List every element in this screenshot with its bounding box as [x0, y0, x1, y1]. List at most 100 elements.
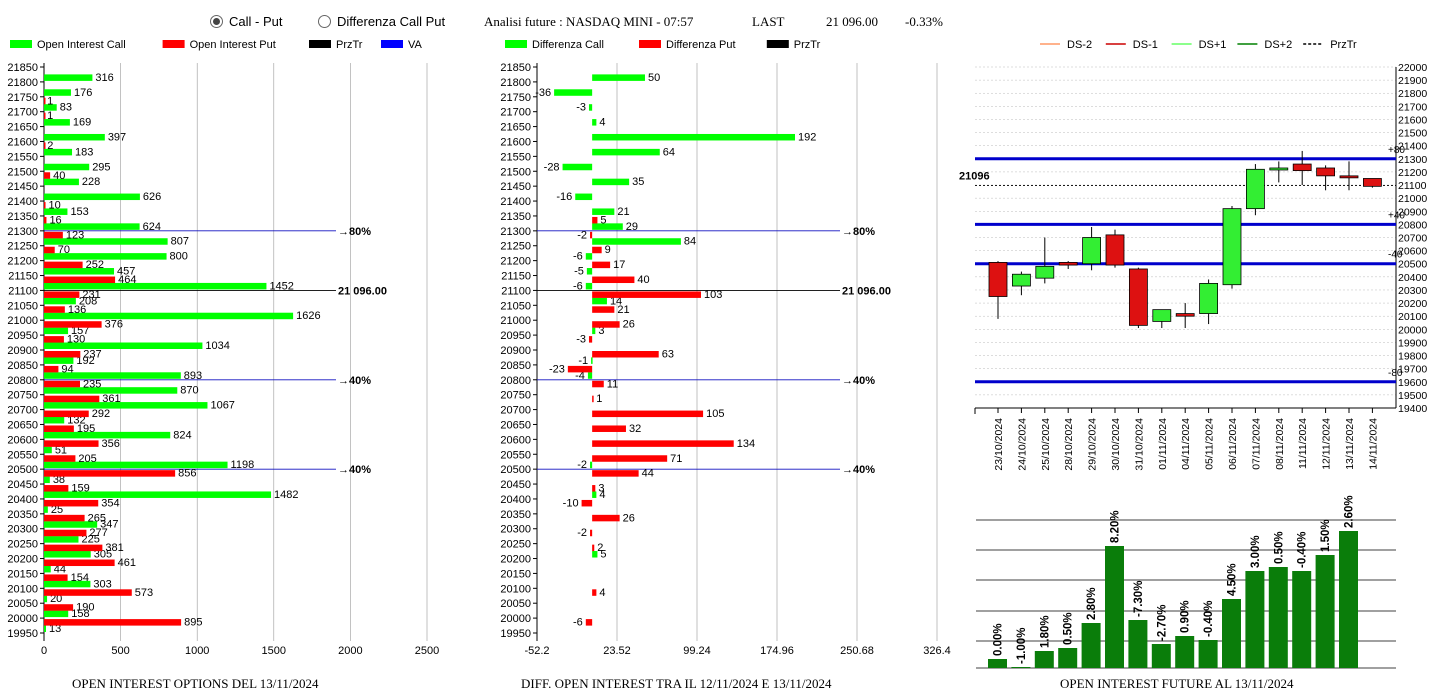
diff-bar — [588, 104, 593, 111]
oi-bar — [44, 589, 132, 596]
pct-data-label: -0.40% — [1297, 532, 1309, 568]
diff-bar — [567, 365, 593, 373]
pct-bar — [1058, 648, 1078, 668]
diff-y-tick-label: 20800 — [500, 375, 531, 387]
legend-swatch — [309, 40, 331, 48]
oi-y-tick-label: 20000 — [7, 613, 38, 625]
radio-unselected-icon[interactable] — [318, 15, 331, 28]
pct-bar — [1105, 546, 1124, 668]
diff-y-tick-label: 20250 — [500, 539, 531, 551]
diff-data-label: -2 — [577, 459, 587, 471]
oi-bar — [44, 342, 203, 349]
pct-data-label: 8.20% — [1110, 510, 1122, 543]
oi-bar — [44, 178, 79, 186]
oi-bar — [44, 357, 74, 364]
diff-data-label: 5 — [600, 214, 606, 226]
top-bar: Call - Put Differenza Call Put Analisi f… — [0, 0, 1432, 34]
pct-bar — [1128, 620, 1148, 668]
oi-bar — [44, 336, 64, 343]
oi-data-label: 237 — [83, 349, 101, 361]
oi-bar — [44, 321, 102, 328]
diff-y-tick-label: 21650 — [500, 122, 531, 134]
oi-bar — [44, 297, 76, 305]
diff-y-tick-label: 20000 — [500, 613, 531, 625]
oi-data-label: 176 — [74, 87, 92, 99]
oi-bar — [44, 455, 76, 462]
oi-x-tick-label: 500 — [111, 645, 129, 657]
legend-label: DS+1 — [1199, 39, 1227, 51]
legend-label: VA — [408, 39, 423, 51]
radio-selected-icon[interactable] — [210, 15, 223, 28]
oi-data-label: 231 — [82, 289, 100, 301]
oi-bar — [44, 202, 46, 209]
pct-data-label: -0.40% — [1203, 601, 1215, 637]
diff-bar — [592, 119, 597, 126]
candle-y-tick-label: 21900 — [1398, 75, 1427, 87]
oi-data-label: 154 — [71, 572, 89, 584]
radio-call-put[interactable]: Call - Put — [210, 14, 282, 29]
candle-body — [1058, 262, 1078, 266]
oi-bar — [44, 470, 176, 477]
oi-y-tick-label: 21650 — [7, 122, 38, 134]
diff-data-label: -6 — [573, 280, 583, 292]
oi-data-label: 824 — [173, 429, 191, 441]
candle-y-tick-label: 20200 — [1398, 298, 1427, 310]
oi-bar — [44, 425, 74, 432]
candle-x-tick-label: 23/10/2024 — [993, 418, 1005, 471]
oi-y-tick-label: 20100 — [7, 583, 38, 595]
oi-data-label: 38 — [53, 474, 65, 486]
diff-x-tick-label: 250.68 — [840, 645, 874, 657]
oi-bar — [44, 74, 93, 81]
candle-x-tick-label: 07/11/2024 — [1250, 418, 1262, 470]
pct-data-label: 4.50% — [1227, 563, 1239, 596]
candle-body — [1152, 309, 1172, 322]
oi-data-label: 83 — [60, 102, 72, 114]
oi-bar — [44, 574, 68, 581]
pct-data-label: -2.70% — [1156, 605, 1168, 641]
pct-bar — [1034, 651, 1054, 668]
oi-y-tick-label: 21800 — [7, 77, 38, 89]
candle-y-tick-label: 19700 — [1398, 364, 1427, 376]
pct-bar — [1339, 531, 1358, 668]
oi-data-label: 265 — [88, 512, 106, 524]
diff-bar — [592, 491, 597, 498]
oi-bar — [44, 565, 51, 573]
oi-data-label: 1 — [47, 95, 53, 107]
diff-x-tick-label: 326.4 — [923, 645, 951, 657]
oi-y-tick-label: 20900 — [7, 345, 38, 357]
oi-data-label: 25 — [51, 504, 63, 516]
diff-data-label: 105 — [706, 408, 724, 420]
oi-data-label: 461 — [118, 557, 136, 569]
diff-data-label: -2 — [577, 527, 587, 539]
oi-data-label: 159 — [71, 483, 89, 495]
candle-body — [1035, 265, 1055, 279]
oi-data-label: 153 — [70, 206, 88, 218]
legend-label: Open Interest Put — [190, 39, 276, 51]
oi-data-label: 208 — [79, 295, 97, 307]
oi-bar — [44, 133, 105, 141]
diff-bar — [592, 238, 681, 245]
candle-body — [988, 262, 1008, 297]
diff-data-label: -5 — [574, 266, 584, 278]
diff-data-label: 4 — [599, 117, 605, 129]
diff-bar — [592, 223, 623, 230]
oi-y-tick-label: 20250 — [7, 539, 38, 551]
pct-data-label: 1.50% — [1320, 519, 1332, 552]
diff-bar — [591, 357, 593, 364]
diff-bar — [575, 193, 593, 201]
diff-bar — [592, 410, 704, 418]
oi-bar — [44, 246, 55, 254]
oi-bar — [44, 529, 87, 537]
diff-data-label: -3 — [576, 102, 586, 114]
diff-data-label: -6 — [573, 251, 583, 263]
candle-y-tick-label: 21100 — [1398, 180, 1427, 192]
radio-differenza[interactable]: Differenza Call Put — [318, 14, 445, 29]
diff-bar — [590, 231, 593, 239]
oi-data-label: 235 — [83, 378, 101, 390]
pct-bar — [988, 659, 1007, 668]
diff-bar — [590, 529, 593, 537]
oi-data-label: 195 — [77, 423, 95, 435]
oi-y-tick-label: 21300 — [7, 226, 38, 238]
oi-data-label: 192 — [76, 355, 94, 367]
